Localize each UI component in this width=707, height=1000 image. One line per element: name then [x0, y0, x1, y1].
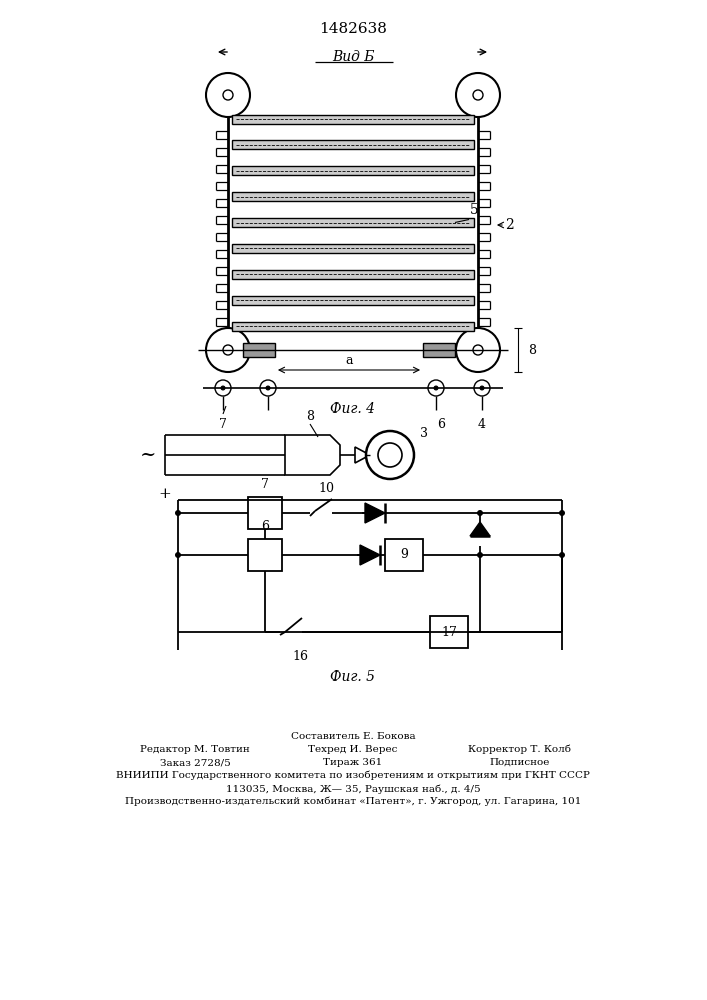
Text: 8: 8 — [306, 410, 314, 423]
Text: 4: 4 — [478, 418, 486, 431]
Bar — [232, 322, 474, 330]
Bar — [248, 497, 282, 529]
Text: a: a — [345, 354, 353, 367]
Text: ВНИИПИ Государственного комитета по изобретениям и открытиям при ГКНТ СССР: ВНИИПИ Государственного комитета по изоб… — [116, 771, 590, 780]
Text: Подписное: Подписное — [490, 758, 550, 767]
Circle shape — [175, 552, 181, 558]
Bar — [248, 539, 282, 571]
Circle shape — [474, 380, 490, 396]
Bar — [232, 192, 474, 201]
Circle shape — [559, 510, 565, 516]
Circle shape — [473, 90, 483, 100]
Text: Тираж 361: Тираж 361 — [323, 758, 382, 767]
Text: +: + — [158, 487, 171, 501]
Circle shape — [223, 90, 233, 100]
Text: Редактор М. Товтин: Редактор М. Товтин — [140, 745, 250, 754]
Text: 10: 10 — [318, 482, 334, 495]
Circle shape — [480, 386, 484, 390]
Circle shape — [266, 386, 270, 390]
Text: 7: 7 — [261, 478, 269, 491]
Circle shape — [559, 552, 565, 558]
Text: 16: 16 — [292, 650, 308, 663]
Circle shape — [477, 552, 483, 558]
Bar — [385, 539, 423, 571]
Text: 17: 17 — [441, 626, 457, 639]
Text: Техред И. Верес: Техред И. Верес — [308, 745, 397, 754]
Bar — [430, 616, 468, 648]
Bar — [232, 166, 474, 175]
Bar — [423, 343, 455, 357]
Circle shape — [434, 386, 438, 390]
Text: Фиг. 5: Фиг. 5 — [330, 670, 375, 684]
Text: 5: 5 — [470, 204, 479, 218]
Circle shape — [206, 328, 250, 372]
Text: 1482638: 1482638 — [319, 22, 387, 36]
Polygon shape — [365, 503, 385, 523]
Text: Фиг. 4: Фиг. 4 — [330, 402, 375, 416]
Text: Заказ 2728/5: Заказ 2728/5 — [160, 758, 230, 767]
Circle shape — [456, 328, 500, 372]
Text: 9: 9 — [400, 548, 408, 562]
Text: 8: 8 — [528, 344, 536, 357]
Text: Производственно-издательский комбинат «Патент», г. Ужгород, ул. Гагарина, 101: Производственно-издательский комбинат «П… — [125, 797, 581, 806]
Text: Корректор Т. Колб: Корректор Т. Колб — [469, 745, 571, 754]
Circle shape — [223, 345, 233, 355]
Bar — [232, 114, 474, 123]
Circle shape — [473, 345, 483, 355]
Circle shape — [260, 380, 276, 396]
Circle shape — [215, 380, 231, 396]
Circle shape — [366, 431, 414, 479]
Bar — [232, 218, 474, 227]
Text: 6: 6 — [437, 418, 445, 431]
Text: 3: 3 — [420, 427, 428, 440]
Text: Вид Б: Вид Б — [332, 50, 374, 64]
Circle shape — [378, 443, 402, 467]
Circle shape — [456, 73, 500, 117]
Text: ~: ~ — [140, 446, 156, 464]
Circle shape — [206, 73, 250, 117]
Bar — [232, 270, 474, 279]
Bar — [232, 140, 474, 149]
Bar — [232, 296, 474, 305]
Text: 2: 2 — [505, 218, 514, 232]
Circle shape — [221, 386, 225, 390]
Polygon shape — [470, 522, 490, 536]
Bar — [232, 244, 474, 253]
Circle shape — [175, 510, 181, 516]
Text: 113035, Москва, Ж— 35, Раушская наб., д. 4/5: 113035, Москва, Ж— 35, Раушская наб., д.… — [226, 784, 480, 794]
Circle shape — [428, 380, 444, 396]
Text: 6: 6 — [261, 520, 269, 533]
Bar — [243, 343, 275, 357]
Text: Составитель Е. Бокова: Составитель Е. Бокова — [291, 732, 415, 741]
Circle shape — [477, 510, 483, 516]
Polygon shape — [360, 545, 380, 565]
Text: 7: 7 — [219, 418, 227, 431]
